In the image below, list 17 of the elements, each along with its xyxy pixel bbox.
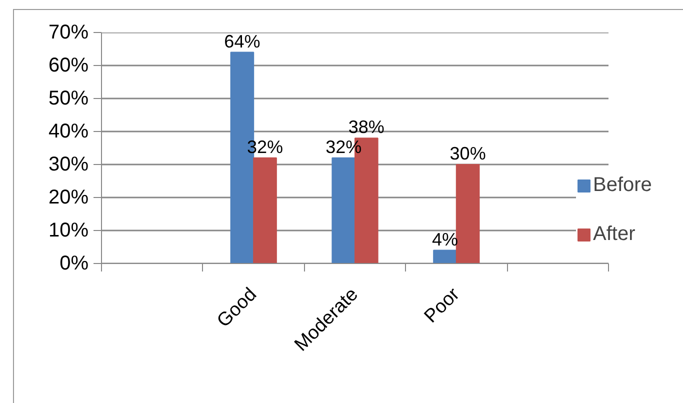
y-tick-label: 0%	[60, 252, 89, 274]
bar	[332, 157, 356, 264]
y-tick-label: 40%	[48, 120, 89, 142]
y-tick-label: 20%	[48, 186, 89, 208]
legend-label: Before	[593, 174, 652, 197]
y-tick-label: 70%	[48, 22, 89, 44]
y-tick-label: 60%	[48, 54, 89, 76]
y-tick-label: 50%	[48, 88, 89, 110]
data-label: 64%	[224, 31, 260, 52]
bar	[433, 250, 457, 264]
bar	[253, 157, 277, 264]
legend-label: After	[593, 223, 636, 246]
y-tick-label: 10%	[48, 220, 89, 242]
data-label: 30%	[450, 144, 486, 164]
bar	[456, 164, 480, 264]
y-tick-label: 30%	[48, 154, 89, 176]
data-label: 38%	[348, 117, 384, 138]
